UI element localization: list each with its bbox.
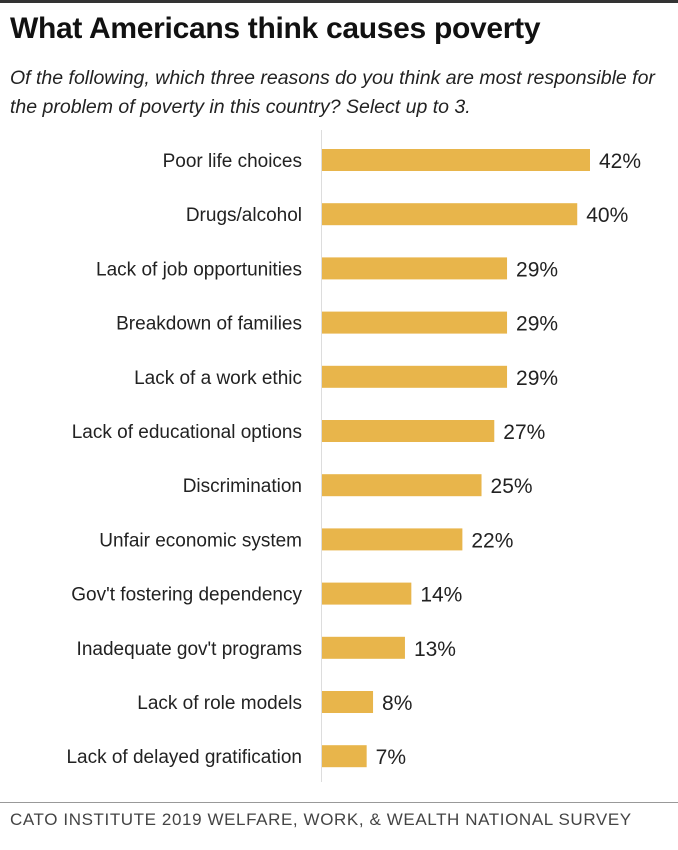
category-label: Lack of educational options <box>72 422 302 443</box>
value-label: 25% <box>491 475 533 498</box>
category-label: Inadequate gov't programs <box>77 639 302 660</box>
category-label: Lack of job opportunities <box>96 259 302 280</box>
value-label: 8% <box>382 692 412 715</box>
bar-chart: Poor life choices 42% Drugs/alcohol 40% Lack… <box>66 130 641 782</box>
value-label: 29% <box>516 313 558 336</box>
chart-subtitle: Of the following, which three reasons do… <box>10 67 655 118</box>
value-label: 14% <box>420 584 462 607</box>
bar <box>322 745 367 768</box>
category-label: Gov't fostering dependency <box>71 585 302 606</box>
bar <box>322 149 590 171</box>
value-label: 29% <box>516 367 558 390</box>
value-label: 22% <box>471 529 513 552</box>
bar <box>322 691 374 713</box>
value-label: 7% <box>376 746 406 769</box>
category-label: Poor life choices <box>163 151 302 172</box>
category-label: Lack of a work ethic <box>134 368 302 389</box>
page-title: What Americans think causes poverty <box>10 12 541 45</box>
footer-rule <box>0 802 678 803</box>
bar <box>322 311 508 334</box>
source-note: CATO INSTITUTE 2019 WELFARE, WORK, & WEA… <box>10 810 632 829</box>
bar <box>322 203 578 226</box>
category-label: Unfair economic system <box>99 530 302 551</box>
value-label: 27% <box>503 421 545 444</box>
bar <box>322 474 482 497</box>
bar <box>322 420 495 442</box>
bar <box>322 365 508 388</box>
category-label: Drugs/alcohol <box>186 205 302 226</box>
bar <box>322 257 508 280</box>
bar <box>322 582 412 605</box>
value-label: 13% <box>414 638 456 661</box>
category-label: Lack of role models <box>137 693 302 714</box>
bar <box>322 636 405 659</box>
value-label: 29% <box>516 258 558 281</box>
category-label: Lack of delayed gratification <box>66 747 302 768</box>
value-label: 40% <box>586 204 628 227</box>
value-label: 42% <box>599 150 641 173</box>
category-label: Breakdown of families <box>116 314 302 335</box>
bar <box>322 528 463 551</box>
top-rule <box>0 0 678 3</box>
category-label: Discrimination <box>183 476 302 497</box>
